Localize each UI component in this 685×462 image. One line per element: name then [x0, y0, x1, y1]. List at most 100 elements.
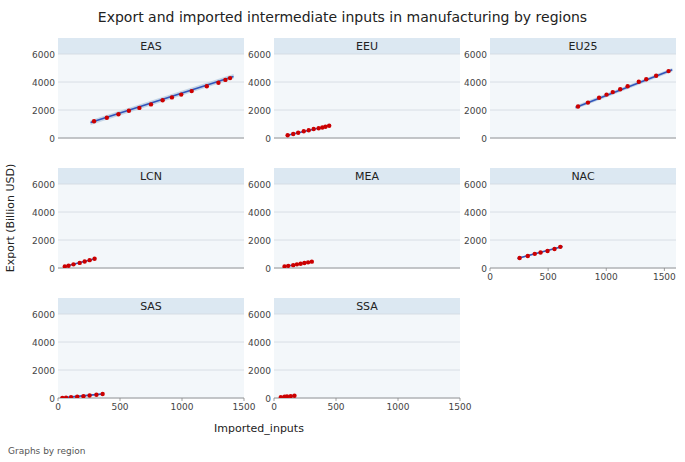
- point: [286, 264, 290, 268]
- point: [228, 76, 232, 80]
- marks: [91, 74, 234, 125]
- point: [170, 95, 174, 99]
- y-tick-label: 4000: [248, 208, 271, 218]
- point: [92, 119, 96, 123]
- x-tick: [244, 398, 245, 401]
- point: [666, 69, 670, 73]
- point: [149, 102, 153, 106]
- grid-line: [490, 82, 676, 83]
- point: [282, 264, 286, 268]
- marks: [279, 394, 297, 398]
- point: [223, 78, 227, 82]
- y-tick-label: 4000: [248, 78, 271, 88]
- point: [78, 261, 82, 265]
- point: [63, 264, 67, 268]
- grid-line: [274, 370, 460, 371]
- point: [179, 92, 183, 96]
- panel-title-bar: [274, 38, 460, 54]
- x-tick-label: 1500: [449, 402, 472, 412]
- grid-line: [274, 82, 460, 83]
- grid-line: [58, 138, 244, 139]
- point: [644, 77, 648, 81]
- point: [316, 126, 320, 130]
- marks: [285, 123, 331, 137]
- grid-line: [58, 110, 244, 111]
- point: [291, 263, 295, 267]
- panel-title: SSA: [356, 300, 378, 313]
- grid-line: [490, 184, 676, 185]
- panel-title-bar: [58, 38, 244, 54]
- y-axis-label: Export (Billion USD): [4, 164, 17, 273]
- point: [189, 89, 193, 93]
- y-tick-label: 4000: [464, 78, 487, 88]
- point: [302, 261, 306, 265]
- grid-line: [274, 110, 460, 111]
- grid-line: [490, 138, 676, 139]
- grid-line: [274, 138, 460, 139]
- point: [637, 80, 641, 84]
- point: [292, 394, 296, 398]
- grid-line: [490, 110, 676, 111]
- grid-line: [490, 212, 676, 213]
- grid-line: [58, 314, 244, 315]
- x-axis-line: [490, 138, 676, 139]
- grid-line: [490, 54, 676, 55]
- point: [285, 133, 289, 137]
- x-tick-label: 500: [327, 402, 344, 412]
- panel: EEU0200040006000: [248, 38, 460, 144]
- grid-line: [274, 212, 460, 213]
- x-tick: [606, 268, 607, 271]
- point: [75, 395, 79, 398]
- x-axis-label: Imported_inputs: [214, 422, 304, 435]
- point: [81, 394, 85, 398]
- point: [597, 95, 601, 99]
- point: [302, 129, 306, 133]
- marks: [517, 245, 562, 261]
- point: [576, 104, 580, 108]
- marks: [282, 259, 314, 268]
- point: [87, 393, 91, 397]
- ci-band: [517, 246, 562, 259]
- plot-background: [490, 54, 676, 138]
- y-tick-label: 4000: [32, 208, 55, 218]
- x-axis-line: [58, 138, 244, 139]
- y-tick-label: 2000: [464, 236, 487, 246]
- y-tick-label: 6000: [464, 180, 487, 190]
- fit-line: [517, 246, 562, 258]
- point: [311, 127, 315, 131]
- grid-line: [274, 240, 460, 241]
- grid-line: [274, 398, 460, 399]
- plot-background: [58, 314, 244, 398]
- grid-line: [274, 54, 460, 55]
- point: [310, 259, 314, 263]
- point: [586, 100, 590, 104]
- point: [307, 128, 311, 132]
- point: [69, 395, 73, 398]
- panel-title-bar: [274, 168, 460, 184]
- y-tick-label: 2000: [32, 366, 55, 376]
- y-tick-label: 2000: [32, 106, 55, 116]
- x-axis-line: [58, 398, 244, 399]
- x-tick: [548, 268, 549, 271]
- panel-title-bar: [274, 298, 460, 314]
- point: [279, 395, 283, 398]
- y-tick-label: 2000: [248, 236, 271, 246]
- point: [538, 250, 542, 254]
- panel-title: SAS: [140, 300, 162, 313]
- y-tick-label: 6000: [248, 50, 271, 60]
- y-tick-label: 6000: [32, 310, 55, 320]
- plot-background: [490, 184, 676, 268]
- point: [323, 125, 327, 129]
- chart: Export and imported intermediate inputs …: [0, 0, 685, 462]
- panel-title-bar: [490, 168, 676, 184]
- point: [327, 123, 331, 127]
- x-tick-label: 0: [271, 402, 277, 412]
- x-tick: [336, 398, 337, 401]
- point: [71, 262, 75, 266]
- point: [604, 92, 608, 96]
- ci-band: [64, 258, 96, 267]
- grid-line: [274, 314, 460, 315]
- point: [558, 245, 562, 249]
- grid-line: [58, 212, 244, 213]
- x-axis-line: [58, 268, 244, 269]
